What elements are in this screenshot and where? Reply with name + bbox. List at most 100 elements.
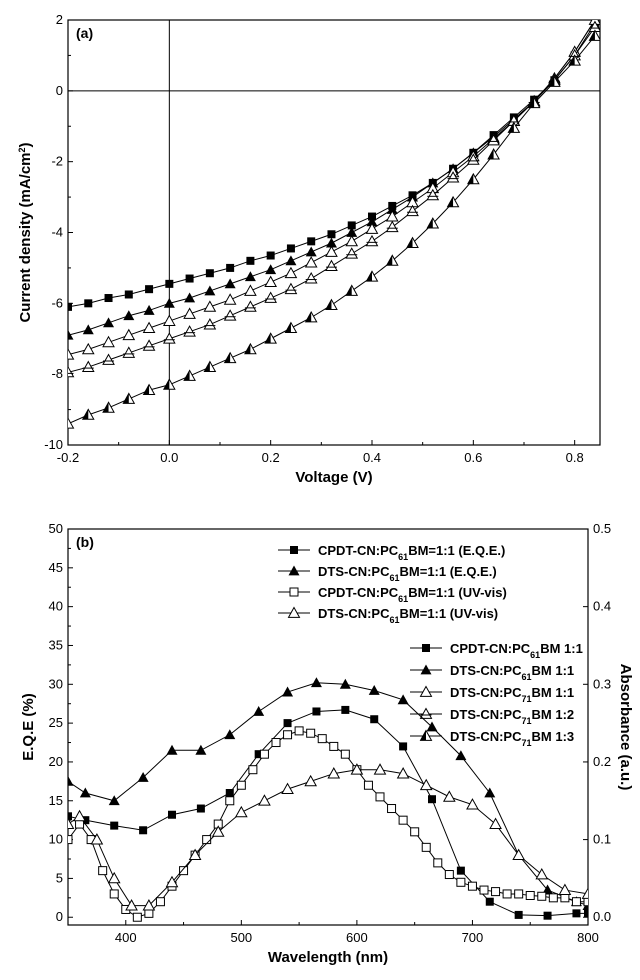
data-point-shape — [254, 750, 263, 759]
data-point-shape — [426, 721, 438, 732]
data-point-shape — [205, 269, 214, 278]
data-point — [68, 329, 74, 340]
data-point-shape — [433, 858, 443, 868]
y-axis-title: E.Q.E (%) — [20, 693, 37, 761]
data-point — [68, 775, 74, 786]
data-point — [512, 848, 526, 861]
data-point — [329, 741, 339, 751]
series-4 — [68, 20, 600, 378]
data-point-shape — [396, 767, 410, 779]
data-point — [327, 230, 336, 239]
x-tick-label: -0.2 — [57, 450, 79, 465]
data-point — [81, 408, 95, 420]
data-point-shape — [345, 234, 359, 247]
data-point — [102, 335, 115, 348]
data-point — [446, 171, 460, 183]
data-point — [399, 742, 408, 751]
data-point — [426, 217, 440, 229]
data-point-shape — [284, 266, 298, 279]
data-point-shape — [145, 285, 154, 294]
legend-item: CPDT-CN:PC61BM 1:1 — [410, 641, 583, 660]
data-point-shape — [165, 875, 179, 888]
data-point-shape — [426, 188, 440, 201]
x-tick-label: 400 — [115, 930, 137, 945]
data-point-half — [285, 322, 291, 333]
data-point-half — [346, 285, 352, 296]
data-point-shape — [163, 297, 175, 308]
data-point-shape — [571, 897, 581, 907]
data-point-shape — [244, 300, 257, 312]
data-point — [224, 729, 236, 740]
data-point-shape — [294, 726, 304, 736]
x-axis-title: Wavelength (nm) — [268, 949, 388, 966]
data-point-shape — [325, 237, 337, 248]
data-point — [466, 172, 480, 185]
data-point — [410, 827, 420, 837]
data-point-half — [265, 333, 271, 344]
data-point — [421, 842, 431, 852]
data-point-shape — [306, 728, 316, 738]
data-point — [68, 835, 73, 845]
legend-label: CPDT-CN:PC61BM=1:1 (E.Q.E.) — [318, 543, 505, 562]
data-point-half — [224, 352, 231, 363]
data-point-half — [103, 402, 109, 413]
legend-marker-shape — [422, 644, 430, 652]
data-point — [188, 848, 202, 861]
data-point — [283, 730, 293, 740]
y-axis-title: Current density (mA/cm2) — [17, 142, 34, 322]
data-point-half — [427, 218, 433, 229]
panel-a: -0.2 0.0 0.2 0.4 0.6 0.8 2 0 -2 -4 -6 -8 -10 Voltage … — [17, 12, 601, 748]
data-point — [583, 897, 588, 907]
data-point — [168, 810, 176, 819]
legend-marker-shape — [419, 707, 433, 719]
data-point — [142, 321, 156, 334]
data-point-shape — [512, 848, 526, 861]
data-point-shape — [73, 809, 86, 822]
data-point-half — [447, 196, 454, 207]
data-point — [225, 789, 234, 797]
legend-marker-shape — [287, 606, 301, 618]
data-point — [484, 787, 496, 798]
data-point — [535, 867, 549, 880]
data-point — [282, 686, 294, 697]
data-point — [385, 254, 399, 266]
data-point-shape — [68, 835, 73, 845]
data-point-shape — [196, 804, 205, 813]
data-point — [479, 885, 489, 895]
data-point-half — [82, 409, 89, 420]
x-tick-label: 0.6 — [464, 450, 482, 465]
data-point — [224, 278, 236, 289]
data-point-half — [184, 370, 190, 381]
data-point-shape — [484, 787, 496, 798]
data-point-shape — [195, 744, 207, 755]
data-point — [304, 774, 318, 787]
panel-label: (a) — [76, 25, 93, 41]
data-point-shape — [224, 729, 236, 740]
data-point — [406, 204, 419, 217]
data-point-shape — [122, 328, 136, 341]
data-point — [132, 912, 142, 922]
data-point — [183, 307, 196, 319]
data-point-shape — [582, 900, 588, 910]
data-point-half — [386, 255, 393, 266]
legend-item: DTS-CN:PC61BM=1:1 (UV-vis) — [278, 606, 498, 625]
data-point — [183, 369, 196, 381]
data-point-shape — [410, 827, 420, 837]
data-point — [284, 266, 298, 279]
data-point — [347, 221, 356, 230]
data-point — [107, 871, 121, 884]
data-point-shape — [581, 887, 588, 899]
data-point-shape — [385, 220, 399, 233]
data-point — [387, 804, 397, 814]
y-tick-label: 40 — [49, 599, 63, 614]
data-point — [444, 870, 454, 880]
series-line — [68, 35, 596, 425]
data-point-shape — [166, 744, 178, 755]
data-point — [202, 835, 212, 845]
data-point-shape — [525, 890, 535, 900]
data-point — [203, 300, 217, 312]
data-point-shape — [271, 738, 281, 748]
data-point — [122, 328, 136, 341]
legend-label-part: BM 1:1 — [532, 663, 575, 678]
data-point-shape — [248, 765, 258, 775]
